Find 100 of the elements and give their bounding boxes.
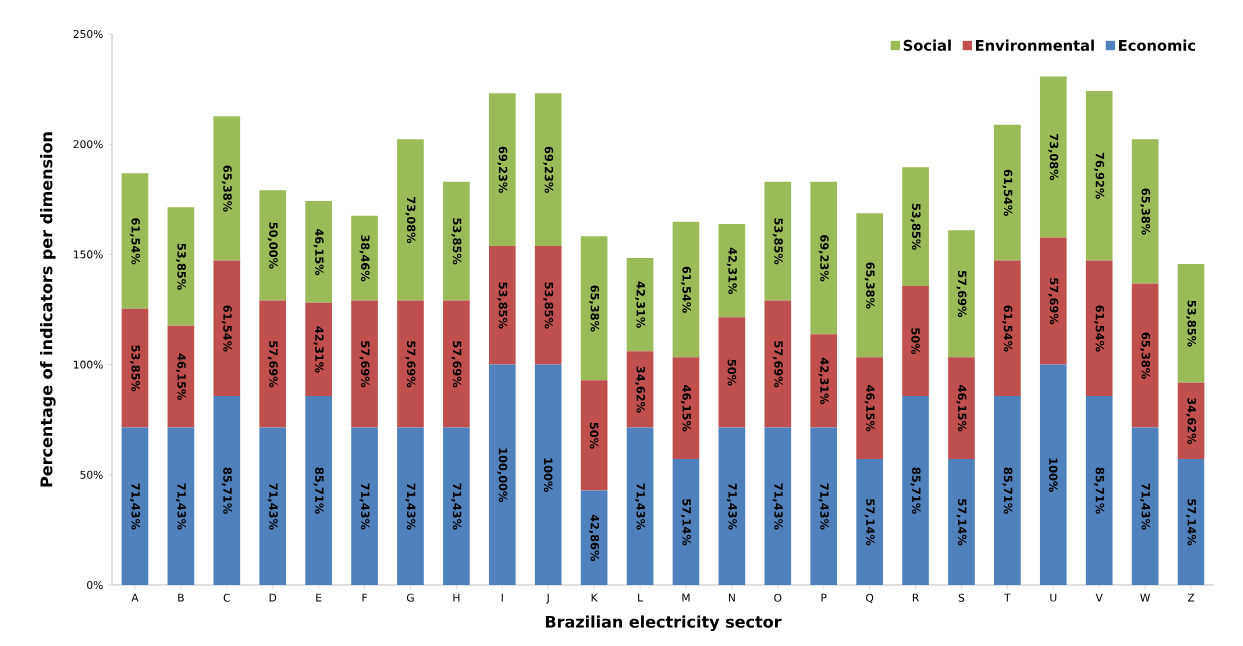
bar [1085,90,1113,261]
bar [580,236,608,381]
bar [1131,139,1159,284]
data-label: 71,43% [451,483,462,530]
data-label: 71,43% [772,483,783,530]
data-label: 53,85% [451,218,462,265]
bar [672,221,700,358]
x-tick-label: I [501,593,503,602]
bar [764,427,792,585]
bar [1131,283,1159,428]
data-label: 42,31% [635,281,646,328]
data-label: 71,43% [129,483,140,530]
bar [534,93,562,246]
bar [443,300,470,428]
bar [764,300,792,428]
bar [1085,260,1113,397]
data-label: 85,71% [1002,467,1013,514]
data-label: 57,14% [864,499,875,546]
bar [810,181,838,335]
bar [167,207,195,326]
y-tick-label: 150% [73,250,103,259]
data-label: 42,86% [589,514,600,562]
data-label: 53,85% [175,243,186,290]
y-tick-label: 250% [73,29,103,39]
bar [213,260,241,397]
data-label: 57,69% [405,341,416,388]
data-label: 46,15% [175,353,186,400]
x-tick-label: H [453,593,460,602]
bar [1177,264,1205,383]
bar [1085,396,1113,585]
data-label: 100,00% [497,448,508,502]
bar [213,396,241,585]
data-label: 57,69% [1048,278,1059,325]
bar [948,230,975,358]
bar [948,459,975,585]
data-label: 42,31% [818,357,829,405]
data-label: 71,43% [359,483,370,530]
bar [580,380,608,491]
bar [718,427,746,585]
bar [1039,237,1067,365]
data-label: 65,38% [221,165,232,212]
x-tick-label: O [774,593,782,602]
x-tick-label: E [316,593,322,602]
bar [488,364,516,585]
data-label: 50,00% [267,222,278,269]
data-label: 53,85% [129,345,140,392]
bar [856,213,883,358]
data-label: 61,54% [221,305,232,352]
bar [856,459,883,585]
data-label: 34,62% [635,366,646,413]
x-tick-label: G [406,593,414,602]
x-tick-label: B [178,593,184,602]
data-label: 85,71% [910,467,921,514]
bar [305,396,332,585]
bar [810,427,838,585]
x-tick-label: P [821,593,827,602]
bar [948,357,975,460]
bar [672,357,700,460]
x-tick-label: A [131,593,139,602]
bar [764,181,792,301]
x-tick-label: C [223,593,230,602]
bar [305,201,332,303]
data-label: 53,85% [1186,300,1197,347]
x-tick-label: Q [866,593,874,603]
data-label: 46,15% [956,385,967,432]
data-label: 73,08% [405,197,416,244]
data-label: 53,85% [910,203,921,250]
data-label: 50% [727,359,737,386]
bar [167,427,195,585]
data-label: 73,08% [1048,134,1059,181]
data-label: 69,23% [497,146,508,193]
bar [167,325,195,428]
y-tick-label: 200% [73,140,103,149]
data-label: 46,15% [313,228,324,276]
bar [1131,427,1159,585]
data-label: 65,38% [864,262,875,309]
data-label: 69,23% [818,235,829,282]
bar [351,427,378,585]
bar [580,490,608,585]
bar [1039,76,1067,238]
bar [1039,364,1067,585]
bar [994,396,1021,585]
legend-label: Social [903,39,951,51]
bar [213,116,241,261]
x-axis-title: Brazilian electricity sector [545,615,782,632]
x-tick-label: V [1095,593,1103,602]
data-label: 61,54% [129,218,140,265]
bar [534,364,562,585]
bar [259,300,287,428]
bar [902,396,929,585]
x-tick-label: K [591,593,598,602]
bar [351,215,378,301]
x-tick-label: F [362,593,367,602]
bar [1177,459,1205,585]
bar [810,334,838,428]
data-label: 71,43% [818,483,829,530]
data-label: 85,71% [313,467,324,514]
y-tick-label: 100% [73,360,103,369]
y-axis-title: Percentage of indicators per dimension [40,132,56,487]
bar [121,427,149,585]
